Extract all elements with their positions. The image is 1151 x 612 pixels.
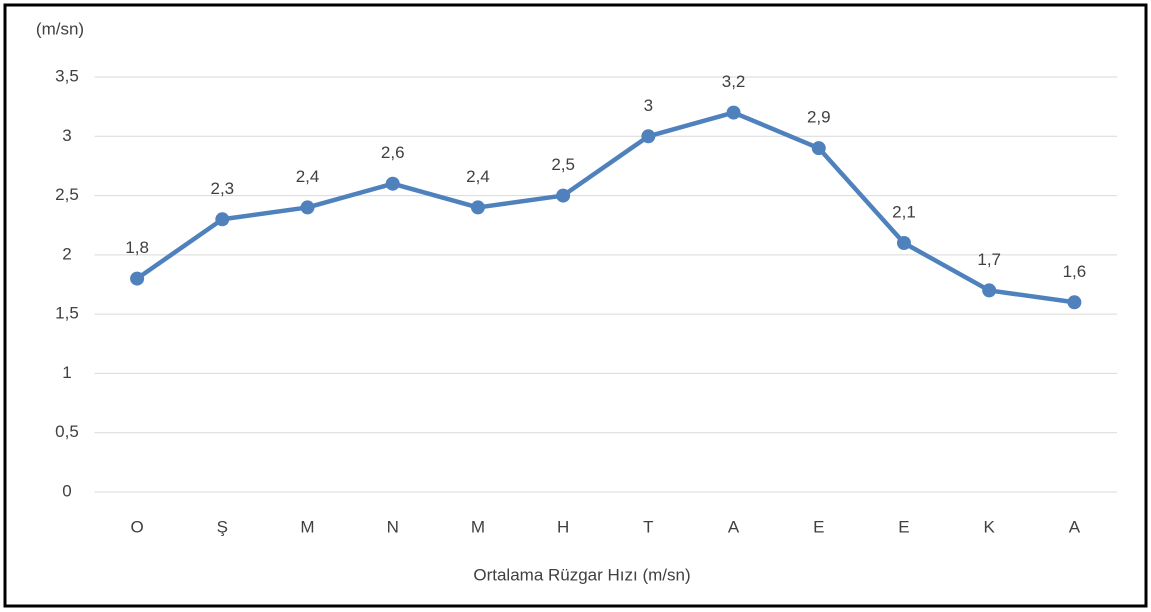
marker	[385, 176, 400, 191]
y-tick-label: 3	[62, 126, 71, 145]
marker	[811, 141, 826, 156]
data-label: 2,6	[381, 143, 405, 162]
x-tick-label: H	[557, 517, 569, 536]
marker	[982, 283, 997, 298]
data-label: 3	[644, 96, 653, 115]
data-label: 3,2	[722, 72, 746, 91]
marker	[300, 200, 315, 215]
x-tick-label: A	[1069, 517, 1081, 536]
data-label: 2,4	[466, 167, 490, 186]
y-tick-label: 3,5	[55, 66, 79, 85]
y-tick-label: 1,5	[55, 304, 79, 323]
x-tick-label: T	[643, 517, 653, 536]
marker	[130, 271, 145, 286]
chart-border	[3, 3, 1148, 608]
data-label: 1,6	[1063, 262, 1087, 281]
marker	[215, 212, 230, 227]
data-label: 1,8	[125, 238, 149, 257]
x-tick-label: M	[471, 517, 485, 536]
marker	[726, 105, 741, 120]
marker	[556, 188, 571, 203]
x-tick-label: O	[130, 517, 143, 536]
y-tick-label: 1	[62, 363, 71, 382]
x-tick-label: Ş	[217, 517, 228, 536]
x-tick-label: A	[728, 517, 740, 536]
line	[135, 110, 1075, 305]
y-tick-label: 0,5	[55, 422, 79, 441]
y-tick-label: 2,5	[55, 185, 79, 204]
y-tick-label: 2	[62, 244, 71, 263]
data-label: 2,1	[892, 202, 916, 221]
x-tick-label: N	[387, 517, 399, 536]
x-axis-label: Ortalama Rüzgar Hızı (m/sn)	[473, 565, 690, 584]
data-label: 2,5	[551, 155, 575, 174]
x-tick-label: E	[813, 517, 824, 536]
data-label: 2,3	[210, 179, 234, 198]
data-label: 2,4	[296, 167, 320, 186]
y-tick-label: 0	[62, 481, 71, 500]
marker	[470, 200, 485, 215]
y-axis-label: (m/sn)	[36, 19, 84, 38]
data-label: 2,9	[807, 108, 831, 127]
x-tick-label: E	[898, 517, 909, 536]
x-tick-label: M	[300, 517, 314, 536]
x-tick-label: K	[984, 517, 996, 536]
marker	[1067, 295, 1082, 310]
marker	[896, 236, 911, 250]
marker	[641, 129, 656, 144]
data-label: 1,7	[977, 250, 1001, 269]
